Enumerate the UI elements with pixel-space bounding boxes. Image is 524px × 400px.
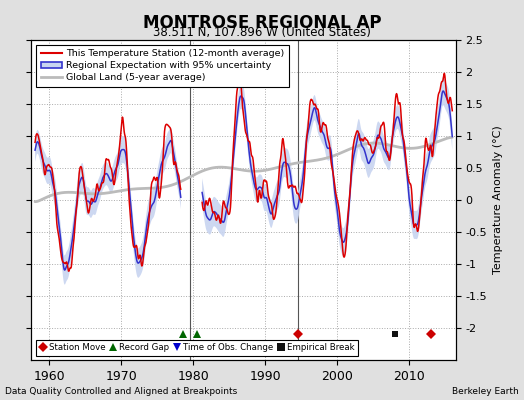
This Temperature Station (12-month average) <box>346 194 353 198</box>
Text: Data Quality Controlled and Aligned at Breakpoints: Data Quality Controlled and Aligned at B… <box>5 387 237 396</box>
Global Land (5-year average) <box>140 186 147 191</box>
Regional Expectation with 95% uncertainty <box>140 248 147 252</box>
Y-axis label: Temperature Anomaly (°C): Temperature Anomaly (°C) <box>493 126 503 274</box>
Global Land (5-year average) <box>78 190 84 195</box>
Text: Berkeley Earth: Berkeley Earth <box>452 387 519 396</box>
Global Land (5-year average) <box>210 165 216 170</box>
This Temperature Station (12-month average) <box>449 108 455 113</box>
Regional Expectation with 95% uncertainty <box>330 164 336 169</box>
Global Land (5-year average) <box>329 154 335 159</box>
Line: Global Land (5-year average): Global Land (5-year average) <box>35 137 452 202</box>
Regional Expectation with 95% uncertainty <box>346 195 353 200</box>
This Temperature Station (12-month average) <box>140 252 147 257</box>
Regional Expectation with 95% uncertainty <box>449 134 455 139</box>
Global Land (5-year average) <box>449 135 455 140</box>
Global Land (5-year average) <box>32 199 38 204</box>
Regional Expectation with 95% uncertainty <box>211 209 217 214</box>
Global Land (5-year average) <box>392 144 398 149</box>
This Temperature Station (12-month average) <box>32 140 38 145</box>
Regional Expectation with 95% uncertainty <box>392 118 399 123</box>
This Temperature Station (12-month average) <box>330 168 336 172</box>
Line: This Temperature Station (12-month average): This Temperature Station (12-month avera… <box>35 73 452 271</box>
Global Land (5-year average) <box>346 147 353 152</box>
Text: MONTROSE REGIONAL AP: MONTROSE REGIONAL AP <box>143 14 381 32</box>
Regional Expectation with 95% uncertainty <box>78 178 84 182</box>
Text: 38.511 N, 107.896 W (United States): 38.511 N, 107.896 W (United States) <box>153 26 371 39</box>
Line: Regional Expectation with 95% uncertainty: Regional Expectation with 95% uncertaint… <box>35 91 452 270</box>
This Temperature Station (12-month average) <box>78 164 84 169</box>
Regional Expectation with 95% uncertainty <box>32 148 38 152</box>
This Temperature Station (12-month average) <box>392 95 399 100</box>
This Temperature Station (12-month average) <box>211 210 217 215</box>
Legend: Station Move, Record Gap, Time of Obs. Change, Empirical Break: Station Move, Record Gap, Time of Obs. C… <box>36 340 358 356</box>
